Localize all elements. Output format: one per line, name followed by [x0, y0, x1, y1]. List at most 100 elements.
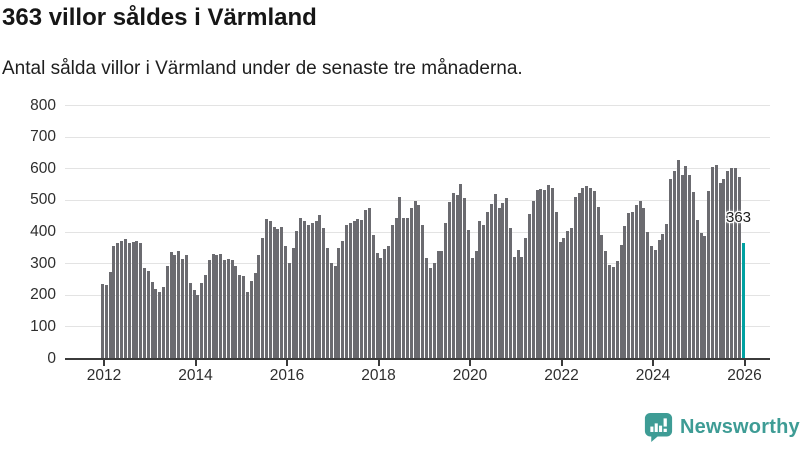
bar — [261, 238, 265, 358]
bar — [661, 234, 665, 358]
bar — [474, 251, 478, 358]
bar — [181, 258, 185, 358]
bar — [322, 228, 326, 358]
bar — [482, 224, 486, 358]
bar — [314, 221, 318, 358]
bar — [162, 286, 166, 358]
bar — [695, 219, 699, 358]
bar — [558, 241, 562, 358]
bar — [688, 174, 692, 358]
bar — [653, 249, 657, 358]
bar — [329, 263, 333, 358]
newsworthy-wordmark: Newsworthy — [680, 415, 800, 438]
x-axis-tick-label: 2026 — [727, 367, 762, 384]
bar — [672, 171, 676, 358]
bar — [478, 220, 482, 358]
bar — [101, 284, 105, 358]
highlighted-bar — [741, 243, 745, 358]
bar — [615, 260, 619, 358]
bar — [733, 167, 737, 358]
bar — [215, 254, 219, 358]
bar — [207, 260, 211, 358]
bar — [699, 233, 703, 358]
bar — [325, 248, 329, 358]
x-axis-line — [65, 357, 770, 360]
bar — [680, 174, 684, 358]
bar — [280, 227, 284, 358]
y-axis-tick-label: 200 — [30, 286, 56, 304]
bar — [158, 291, 162, 358]
bar — [371, 235, 375, 358]
bar — [142, 268, 146, 358]
bar — [383, 248, 387, 358]
bar — [596, 206, 600, 358]
bar — [486, 212, 490, 358]
bar — [684, 166, 688, 358]
bar — [539, 189, 543, 358]
bar — [627, 213, 631, 358]
bar — [135, 240, 139, 358]
bar — [413, 200, 417, 358]
bar — [253, 273, 257, 358]
highlight-value-label: 363 — [726, 209, 752, 226]
bar — [432, 263, 436, 358]
y-axis-tick-label: 0 — [47, 349, 56, 367]
bar — [611, 266, 615, 358]
bar — [409, 208, 413, 358]
bar — [303, 220, 307, 358]
bar — [425, 258, 429, 358]
bar — [356, 219, 360, 358]
bar — [581, 187, 585, 358]
bar — [421, 224, 425, 358]
bar — [497, 208, 501, 358]
bar — [406, 218, 410, 358]
bar — [463, 198, 467, 358]
bar — [608, 264, 612, 358]
bar — [341, 240, 345, 358]
bar — [714, 164, 718, 358]
bar — [577, 193, 581, 358]
bar — [219, 254, 223, 358]
bar — [520, 256, 524, 358]
bar — [711, 167, 715, 358]
x-axis-tick — [652, 359, 654, 366]
bar — [505, 198, 509, 358]
bar — [604, 250, 608, 358]
bar — [512, 257, 516, 358]
y-axis-tick-label: 500 — [30, 191, 56, 209]
bar — [272, 227, 276, 358]
bar — [657, 239, 661, 358]
bar — [291, 248, 295, 358]
x-axis-tick-label: 2012 — [86, 367, 122, 384]
bar — [600, 235, 604, 358]
bar — [123, 239, 127, 358]
bar — [547, 185, 551, 358]
bar — [447, 201, 451, 358]
bar — [634, 204, 638, 358]
bar — [352, 221, 356, 358]
bar — [379, 258, 383, 358]
bar — [169, 252, 173, 358]
bar — [573, 196, 577, 358]
bar — [226, 259, 230, 358]
bar — [375, 253, 379, 358]
bar — [188, 283, 192, 358]
bar — [730, 167, 734, 358]
bar — [139, 243, 143, 358]
y-axis-tick-label: 100 — [30, 317, 56, 335]
y-axis-tick-label: 800 — [30, 96, 56, 114]
bar — [470, 258, 474, 358]
bar — [150, 281, 154, 358]
bar — [200, 283, 204, 358]
bar — [501, 203, 505, 358]
bar — [646, 231, 650, 358]
bar — [703, 236, 707, 358]
y-axis-tick-label: 300 — [30, 254, 56, 272]
bar — [650, 246, 654, 358]
bar — [192, 290, 196, 358]
bar — [242, 276, 246, 358]
bar — [333, 266, 337, 358]
bar — [276, 229, 280, 358]
x-axis-tick-label: 2022 — [544, 367, 579, 384]
